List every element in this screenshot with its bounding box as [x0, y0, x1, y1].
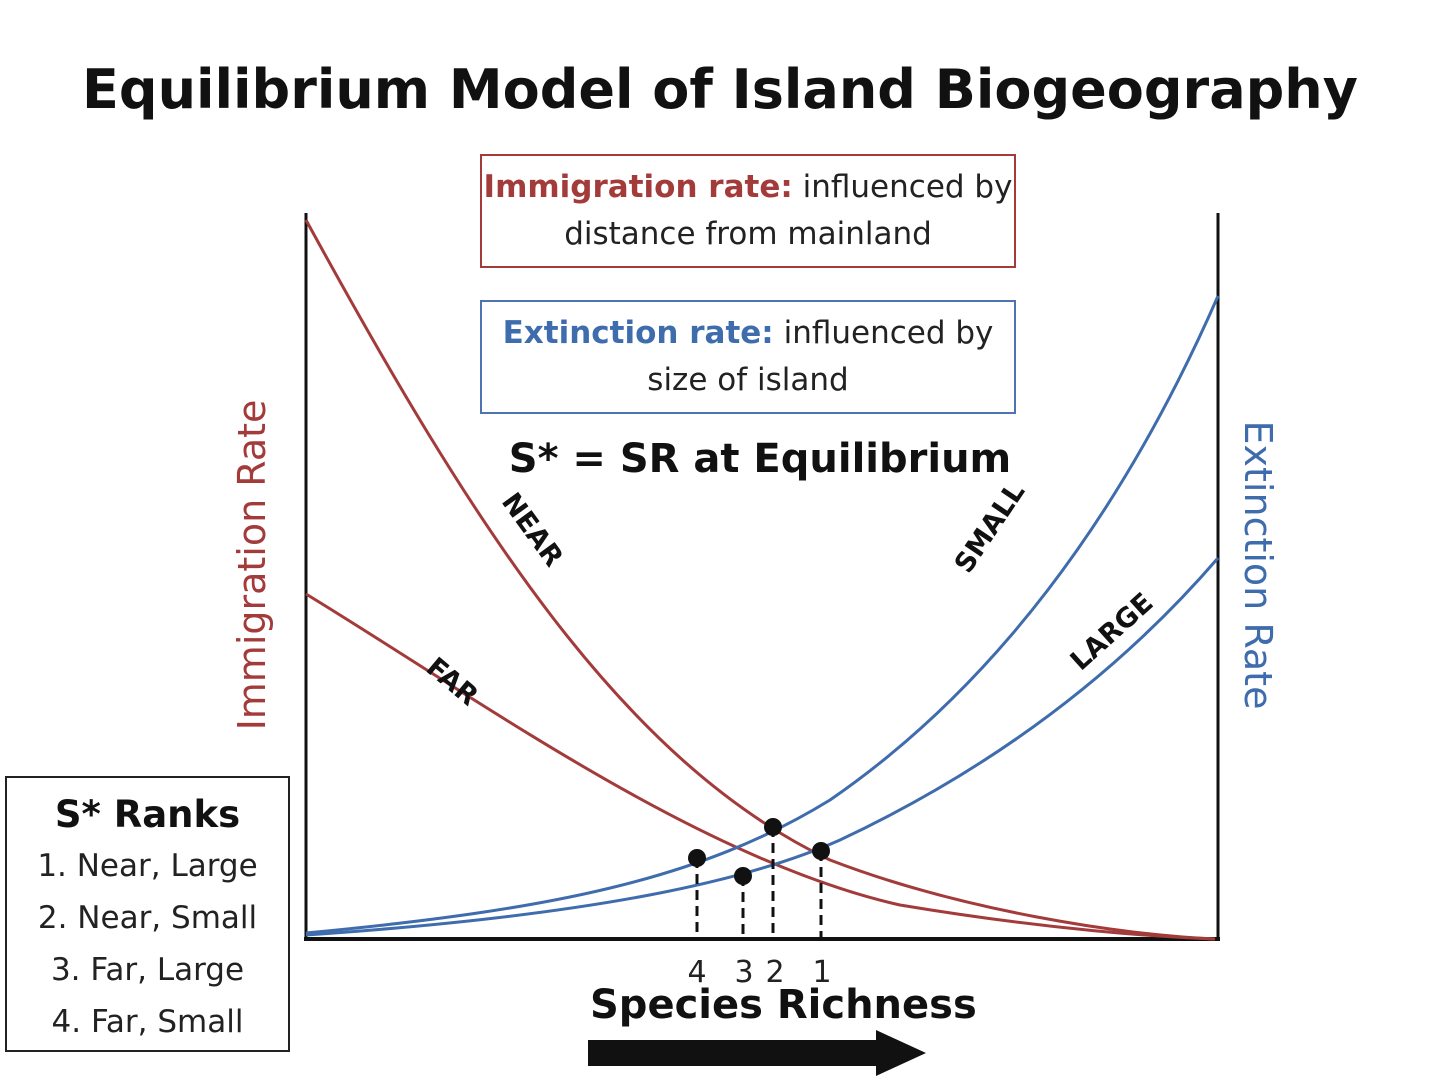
tick-label-3: 3	[734, 955, 754, 990]
immigration-axis-label: Immigration Rate	[230, 399, 274, 731]
extinction-box-key: Extinction rate:	[502, 315, 774, 351]
immigration-info-box: Immigration rate: influenced by distance…	[480, 154, 1016, 268]
tick-label-2: 2	[765, 955, 785, 990]
immigration-box-text: influenced by distance from mainland	[564, 169, 1013, 252]
extinction-box-text: influenced by size of island	[647, 315, 994, 398]
equilibrium-note: S* = SR at Equilibrium	[508, 436, 1012, 482]
x-axis-arrow	[588, 1030, 926, 1076]
equilibrium-point-3	[734, 867, 752, 885]
rank-item-4: 4. Far, Small	[51, 1004, 244, 1040]
rank-item-2: 2. Near, Small	[37, 900, 258, 936]
extinction-info-box: Extinction rate: influenced by size of i…	[480, 300, 1016, 414]
ranks-list: 1. Near, Large 2. Near, Small 3. Far, La…	[7, 840, 288, 1048]
equilibrium-point-2	[764, 818, 782, 836]
diagram-title: Equilibrium Model of Island Biogeography	[82, 58, 1358, 121]
rank-item-3: 3. Far, Large	[50, 952, 245, 988]
extinction-axis-label: Extinction Rate	[1236, 420, 1280, 710]
far-immigration-curve	[305, 592, 1216, 941]
ranks-title: S* Ranks	[54, 793, 241, 836]
equilibrium-point-1	[812, 842, 830, 860]
immigration-box-key: Immigration rate:	[483, 169, 793, 205]
small-extinction-curve	[305, 295, 1220, 935]
equilibrium-point-4	[688, 849, 706, 867]
tick-label-4: 4	[687, 955, 707, 990]
tick-label-1: 1	[812, 955, 832, 990]
near-immigration-curve	[304, 219, 1216, 941]
equilibrium-guides	[695, 827, 823, 939]
species-richness-label: Species Richness	[590, 982, 977, 1028]
x-axis-arrow-shaft	[588, 1040, 878, 1066]
rank-item-1: 1. Near, Large	[37, 848, 258, 884]
large-extinction-curve	[305, 557, 1220, 937]
ranks-box: S* Ranks 1. Near, Large 2. Near, Small 3…	[5, 776, 290, 1052]
x-axis-arrow-head	[876, 1030, 926, 1076]
